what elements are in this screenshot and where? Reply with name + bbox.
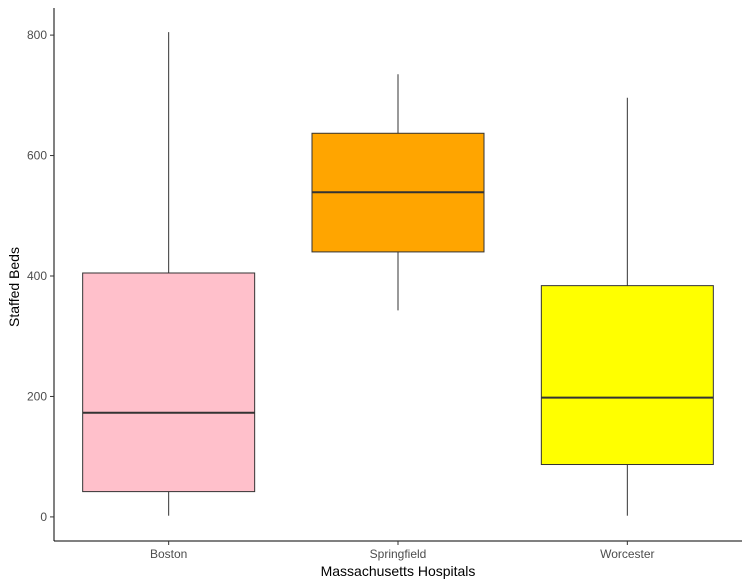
iqr-box	[82, 272, 256, 493]
y-tick-label: 0	[40, 510, 47, 524]
y-tick-label: 800	[27, 28, 47, 42]
x-axis-ticks: Boston Springfield Worcester	[150, 541, 655, 561]
box-springfield	[311, 74, 485, 311]
x-tick-label: Springfield	[370, 547, 427, 561]
y-axis-title: Staffed Beds	[6, 247, 22, 327]
y-tick-label: 400	[27, 269, 47, 283]
x-axis-title: Massachusetts Hospitals	[321, 563, 476, 579]
y-axis-ticks: 0 200 400 600 800	[27, 28, 54, 524]
x-tick-label: Worcester	[600, 547, 654, 561]
y-tick-label: 600	[27, 149, 47, 163]
x-tick-label: Boston	[150, 547, 187, 561]
box-boston	[82, 32, 256, 516]
y-tick-label: 200	[27, 389, 47, 403]
box-worcester	[540, 97, 714, 516]
boxes-layer	[82, 32, 714, 516]
iqr-box	[540, 285, 714, 466]
